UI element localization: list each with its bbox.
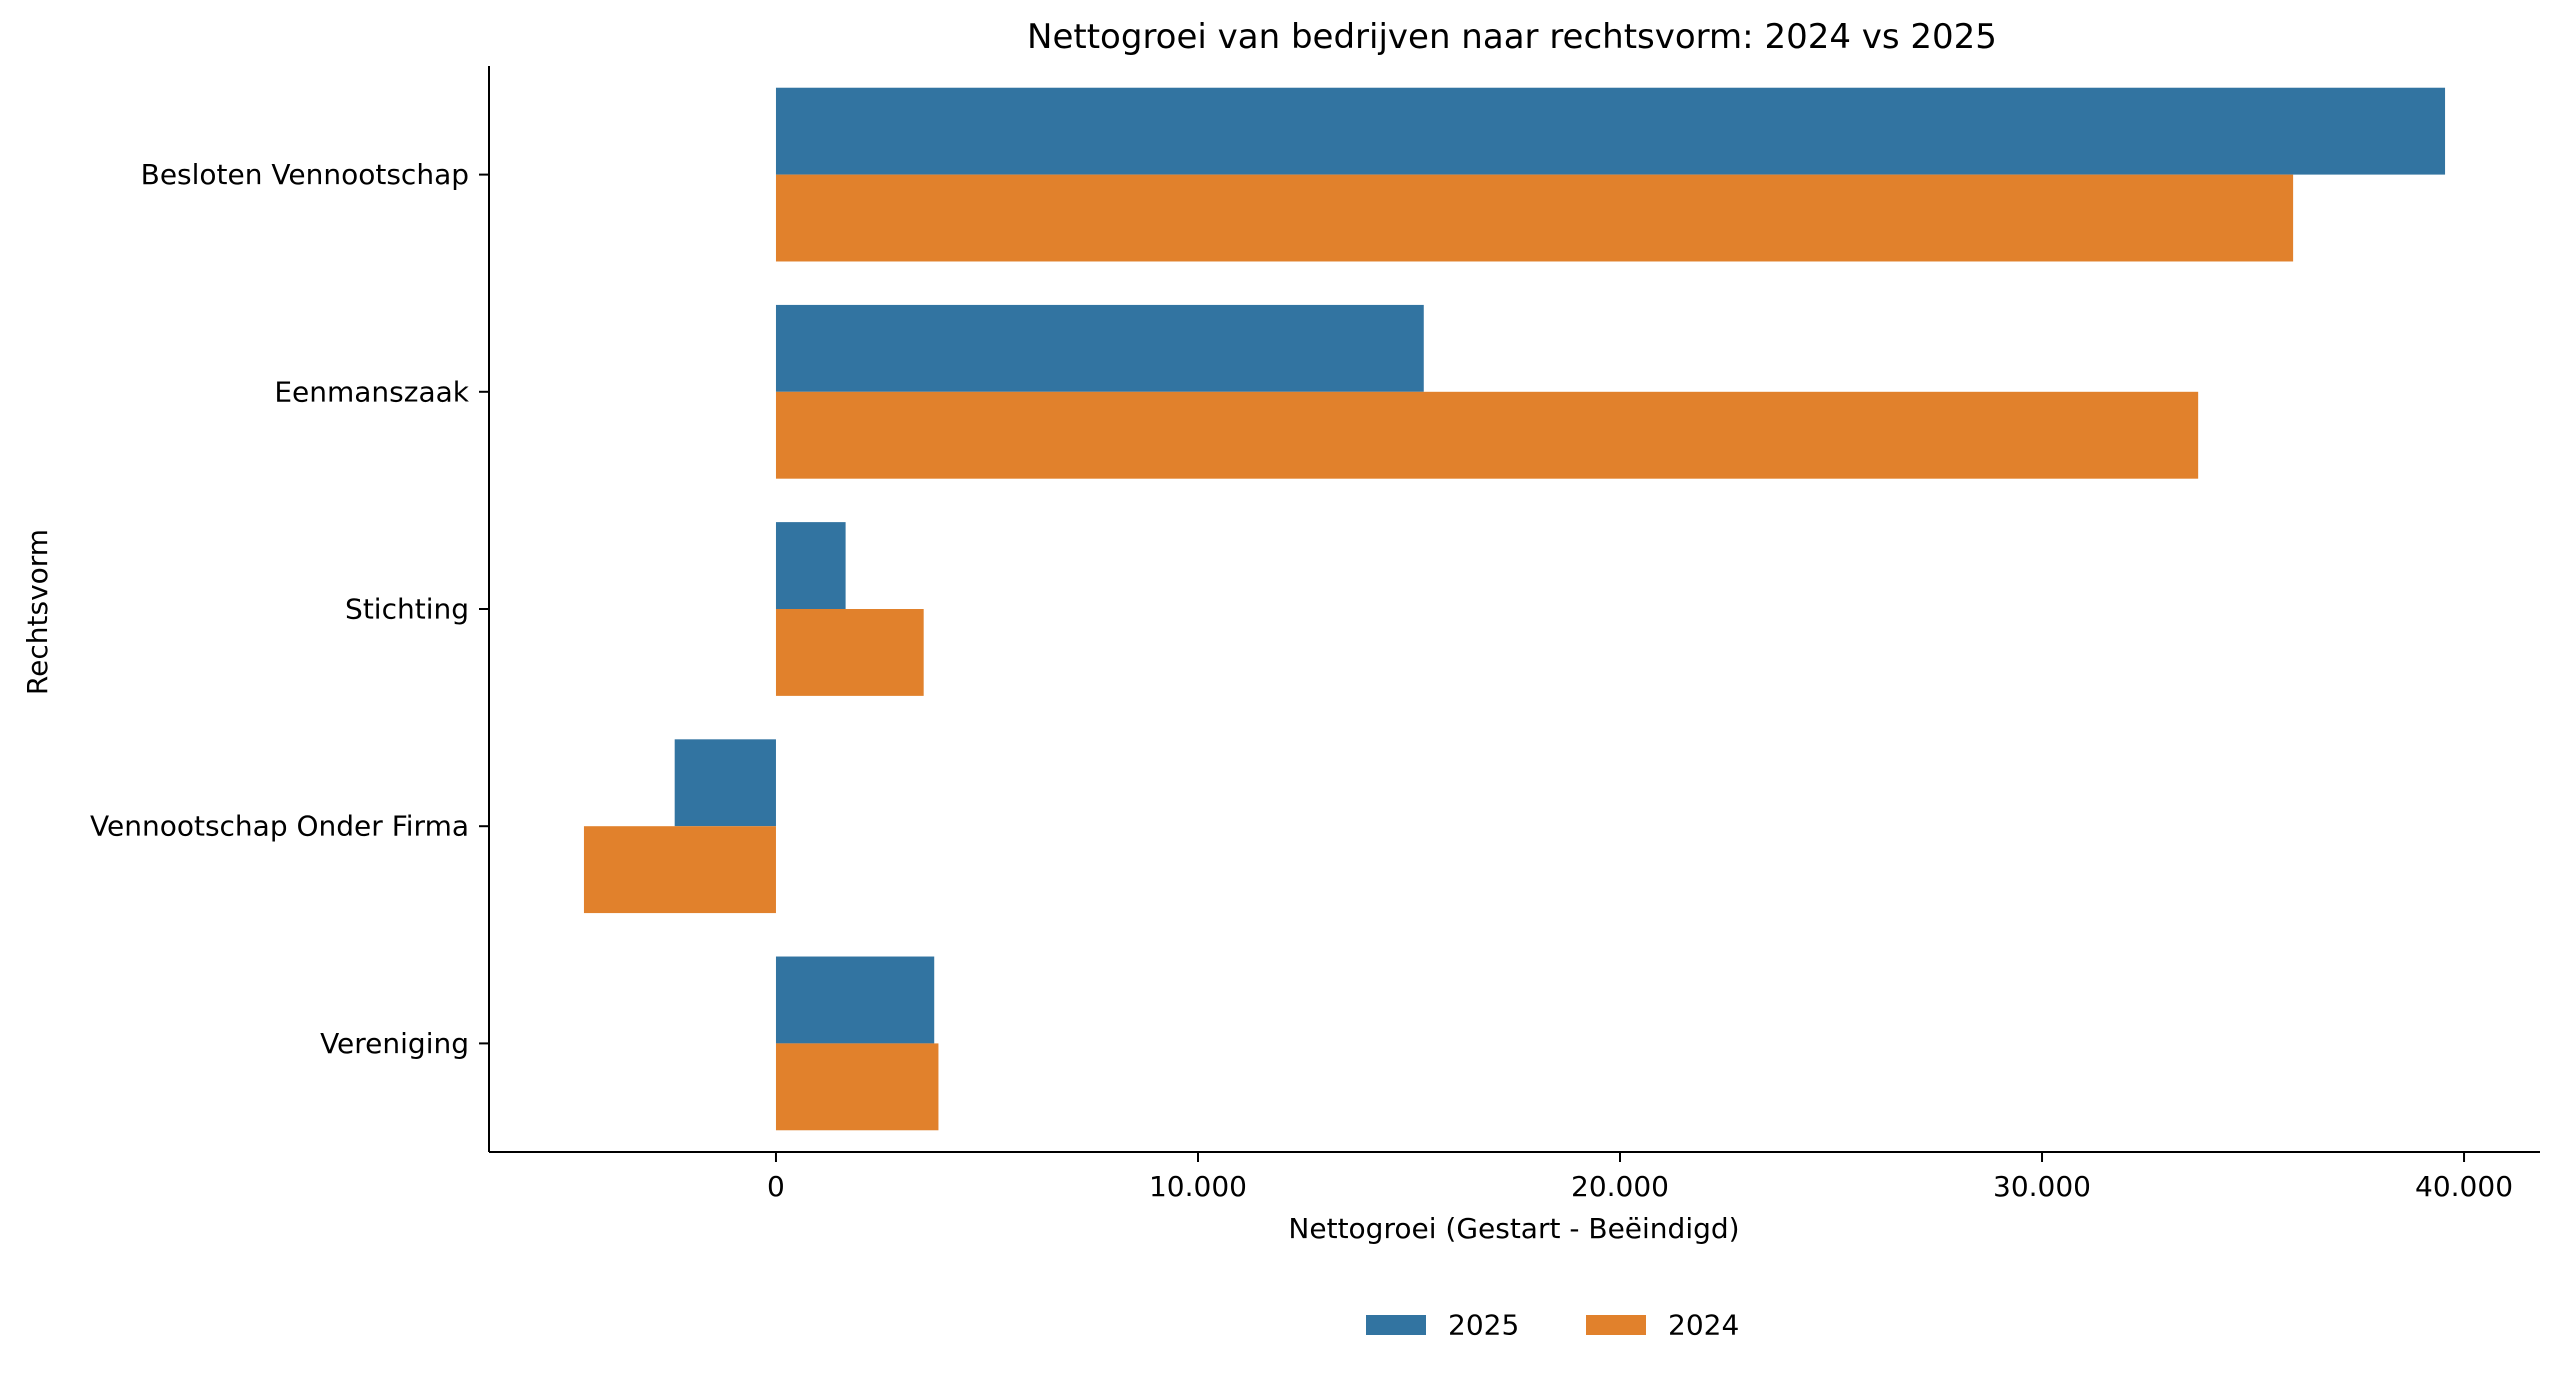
y-tick-label: Besloten Vennootschap [141,158,469,191]
x-tick-label: 30.000 [1993,1170,2091,1203]
legend-label-2024: 2024 [1668,1309,1739,1342]
y-ticks: Besloten Vennootschap Eenmanszaak Stichtin… [90,158,489,1060]
y-tick-label: Eenmanszaak [274,375,469,408]
bar-2024-3 [583,826,776,914]
x-tick-label: 10.000 [1149,1170,1247,1203]
x-tick-label: 20.000 [1571,1170,1669,1203]
bar-2025-1 [775,304,1424,392]
legend-swatch-2024 [1586,1315,1646,1335]
legend-label-2025: 2025 [1448,1309,1519,1342]
y-tick-label: Vennootschap Onder Firma [90,810,469,843]
bar-2024-4 [775,1043,939,1131]
bar-2025-3 [674,739,776,827]
x-tick-label: 40.000 [2415,1170,2513,1203]
chart-title: Nettogroei van bedrijven naar rechtsvorm… [1027,17,1997,57]
bar-2024-2 [775,609,924,696]
legend: 2025 2024 [1366,1309,1739,1342]
bar-2024-0 [775,174,2294,262]
x-axis-label: Nettogroei (Gestart - Beëindigd) [1288,1212,1739,1245]
x-tick-label: 0 [767,1170,785,1203]
bar-2025-2 [775,522,846,609]
y-tick-label: Vereniging [320,1027,469,1060]
bar-2025-4 [775,956,935,1044]
bars [583,87,2446,1131]
x-ticks: 0 10.000 20.000 30.000 40.000 [767,1152,2513,1203]
bar-2025-0 [775,87,2446,175]
legend-swatch-2025 [1366,1315,1426,1335]
bar-2024-1 [775,391,2199,479]
y-tick-label: Stichting [345,593,469,626]
y-axis-label: Rechtsvorm [21,529,54,695]
